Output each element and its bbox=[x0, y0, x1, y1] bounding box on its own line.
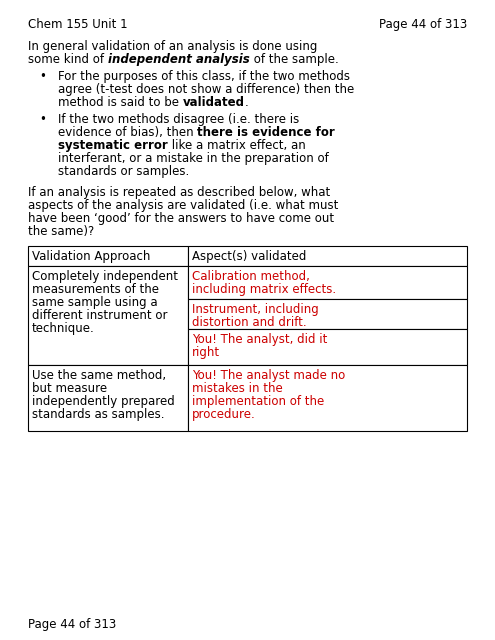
Text: mistakes in the: mistakes in the bbox=[192, 382, 283, 395]
Text: interferant, or a mistake in the preparation of: interferant, or a mistake in the prepara… bbox=[58, 152, 329, 165]
Text: independently prepared: independently prepared bbox=[32, 395, 175, 408]
Text: •: • bbox=[39, 70, 46, 83]
Text: Completely independent: Completely independent bbox=[32, 270, 178, 283]
Text: If the two methods disagree (i.e. there is: If the two methods disagree (i.e. there … bbox=[58, 113, 299, 126]
Text: implementation of the: implementation of the bbox=[192, 395, 324, 408]
Text: technique.: technique. bbox=[32, 322, 95, 335]
Text: evidence of bias), then: evidence of bias), then bbox=[58, 126, 198, 139]
Text: some kind of: some kind of bbox=[28, 53, 108, 66]
Text: Validation Approach: Validation Approach bbox=[32, 250, 150, 263]
Text: Calibration method,: Calibration method, bbox=[192, 270, 310, 283]
Text: standards or samples.: standards or samples. bbox=[58, 165, 189, 178]
Text: .: . bbox=[245, 96, 248, 109]
Text: of the sample.: of the sample. bbox=[249, 53, 338, 66]
Text: For the purposes of this class, if the two methods: For the purposes of this class, if the t… bbox=[58, 70, 350, 83]
Text: You! The analyst made no: You! The analyst made no bbox=[192, 369, 345, 382]
Text: method is said to be: method is said to be bbox=[58, 96, 183, 109]
Bar bbox=[188, 299, 467, 329]
Text: systematic error: systematic error bbox=[58, 139, 168, 152]
Text: distortion and drift.: distortion and drift. bbox=[192, 316, 306, 329]
Bar bbox=[188, 329, 467, 365]
Text: Instrument, including: Instrument, including bbox=[192, 303, 319, 316]
Bar bbox=[188, 246, 467, 266]
Text: standards as samples.: standards as samples. bbox=[32, 408, 164, 421]
Bar bbox=[188, 266, 467, 299]
Text: Page 44 of 313: Page 44 of 313 bbox=[28, 618, 116, 631]
Text: In general validation of an analysis is done using: In general validation of an analysis is … bbox=[28, 40, 317, 53]
Text: Use the same method,: Use the same method, bbox=[32, 369, 166, 382]
Bar bbox=[28, 246, 188, 266]
Text: there is evidence for: there is evidence for bbox=[198, 126, 335, 139]
Text: like a matrix effect, an: like a matrix effect, an bbox=[168, 139, 305, 152]
Bar bbox=[28, 365, 188, 431]
Text: Page 44 of 313: Page 44 of 313 bbox=[379, 18, 467, 31]
Text: validated: validated bbox=[183, 96, 245, 109]
Text: •: • bbox=[39, 113, 46, 126]
Text: procedure.: procedure. bbox=[192, 408, 256, 421]
Text: Aspect(s) validated: Aspect(s) validated bbox=[192, 250, 306, 263]
Bar bbox=[28, 266, 188, 365]
Text: have been ‘good’ for the answers to have come out: have been ‘good’ for the answers to have… bbox=[28, 212, 334, 225]
Text: right: right bbox=[192, 346, 220, 359]
Bar bbox=[188, 365, 467, 431]
Text: independent analysis: independent analysis bbox=[108, 53, 249, 66]
Text: measurements of the: measurements of the bbox=[32, 283, 159, 296]
Text: same sample using a: same sample using a bbox=[32, 296, 157, 309]
Text: different instrument or: different instrument or bbox=[32, 309, 167, 322]
Text: Chem 155 Unit 1: Chem 155 Unit 1 bbox=[28, 18, 128, 31]
Text: agree (t-test does not show a difference) then the: agree (t-test does not show a difference… bbox=[58, 83, 354, 96]
Text: the same)?: the same)? bbox=[28, 225, 94, 238]
Text: If an analysis is repeated as described below, what: If an analysis is repeated as described … bbox=[28, 186, 330, 199]
Text: aspects of the analysis are validated (i.e. what must: aspects of the analysis are validated (i… bbox=[28, 199, 339, 212]
Text: including matrix effects.: including matrix effects. bbox=[192, 283, 336, 296]
Text: You! The analyst, did it: You! The analyst, did it bbox=[192, 333, 327, 346]
Text: but measure: but measure bbox=[32, 382, 107, 395]
